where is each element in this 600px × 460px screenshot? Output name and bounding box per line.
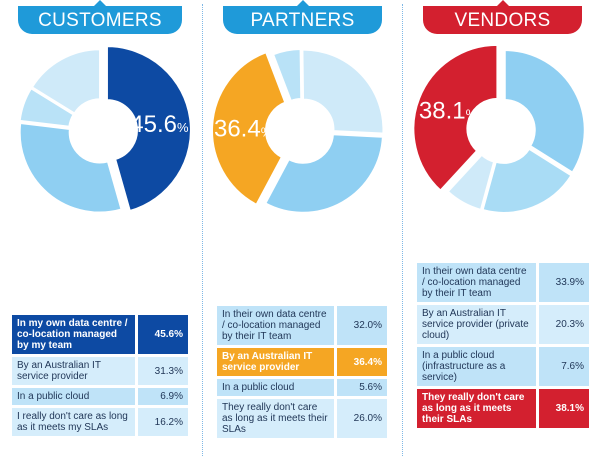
vendors-panel: VENDORS 38.1% In their own data centre /…	[405, 0, 600, 460]
customers-legend-value: 31.3%	[138, 357, 188, 385]
vendors-legend-label: They really don't care as long as it mee…	[417, 389, 539, 428]
customers-legend-label: By an Australian IT service provider	[12, 357, 138, 385]
divider-2	[402, 4, 403, 456]
vendors-legend-table: In their own data centre / co-location m…	[417, 260, 589, 431]
partners-slice-2	[211, 50, 287, 207]
customers-highlight-value: 45.6%	[130, 111, 189, 138]
partners-donut-chart: 36.4%	[211, 48, 385, 214]
partners-slice-4	[301, 48, 385, 135]
vendors-legend-value: 38.1%	[539, 389, 589, 428]
customers-legend-row: I really don't care as long as it meets …	[12, 408, 188, 436]
partners-slice-3	[271, 48, 303, 103]
partners-legend-value: 26.0%	[337, 399, 387, 438]
vendors-legend-row: They really don't care as long as it mee…	[417, 389, 589, 428]
vendors-highlight-value: 38.1%	[419, 98, 478, 125]
vendors-slice-4	[412, 43, 499, 192]
vendors-legend-label: In their own data centre / co-location m…	[417, 263, 539, 302]
vendors-legend-value: 7.6%	[539, 347, 589, 386]
partners-legend-label: In their own data centre / co-location m…	[217, 306, 337, 345]
customers-legend-row: By an Australian IT service provider 31.3…	[12, 357, 188, 385]
vendors-legend-label: By an Australian IT service provider (pr…	[417, 305, 539, 344]
partners-legend-value: 36.4%	[337, 348, 387, 376]
customers-legend-value: 45.6%	[138, 315, 188, 354]
partners-legend-row: By an Australian IT service provider 36.4…	[217, 348, 387, 376]
customers-slice-1	[105, 45, 192, 213]
customers-legend-table: In my own data centre / co-location mana…	[12, 312, 188, 439]
customers-donut-chart: 45.6%	[18, 45, 192, 214]
vendors-slice-3	[446, 153, 496, 212]
partners-legend-label: By an Australian IT service provider	[217, 348, 337, 376]
vendors-legend-row: In a public cloud (infrastructure as a s…	[417, 347, 589, 386]
customers-legend-row: In a public cloud 6.9%	[12, 388, 188, 405]
vendors-legend-value: 33.9%	[539, 263, 589, 302]
divider-1	[202, 4, 203, 456]
partners-header: PARTNERS	[223, 0, 382, 34]
vendors-slice-2	[481, 147, 573, 214]
partners-legend-table: In their own data centre / co-location m…	[217, 303, 387, 441]
partners-legend-value: 32.0%	[337, 306, 387, 345]
customers-slice-2	[18, 121, 123, 214]
vendors-legend-value: 20.3%	[539, 305, 589, 344]
partners-panel: PARTNERS 36.4% In their own data centre …	[205, 0, 400, 460]
customers-slice-4	[30, 48, 102, 115]
vendors-header: VENDORS	[423, 0, 582, 34]
partners-legend-value: 5.6%	[337, 379, 387, 396]
customers-legend-label: I really don't care as long as it meets …	[12, 408, 138, 436]
partners-legend-label: In a public cloud	[217, 379, 337, 396]
customers-legend-label: In my own data centre / co-location mana…	[12, 315, 138, 354]
customers-legend-label: In a public cloud	[12, 388, 138, 405]
partners-legend-row: In their own data centre / co-location m…	[217, 306, 387, 345]
customers-legend-value: 16.2%	[138, 408, 188, 436]
vendors-legend-label: In a public cloud (infrastructure as a s…	[417, 347, 539, 386]
customers-header: CUSTOMERS	[18, 0, 182, 34]
partners-legend-label: They really don't care as long as it mee…	[217, 399, 337, 438]
vendors-legend-row: By an Australian IT service provider (pr…	[417, 305, 589, 344]
partners-legend-row: They really don't care as long as it mee…	[217, 399, 387, 438]
customers-legend-row: In my own data centre / co-location mana…	[12, 315, 188, 354]
vendors-donut-chart: 38.1%	[412, 43, 586, 214]
vendors-legend-row: In their own data centre / co-location m…	[417, 263, 589, 302]
customers-slice-3	[18, 86, 75, 128]
vendors-slice-1	[503, 49, 586, 174]
customers-panel: CUSTOMERS 45.6% In my own data centre / …	[0, 0, 200, 460]
partners-slice-1	[263, 133, 384, 214]
partners-legend-row: In a public cloud 5.6%	[217, 379, 387, 396]
partners-highlight-value: 36.4%	[214, 115, 273, 142]
customers-legend-value: 6.9%	[138, 388, 188, 405]
